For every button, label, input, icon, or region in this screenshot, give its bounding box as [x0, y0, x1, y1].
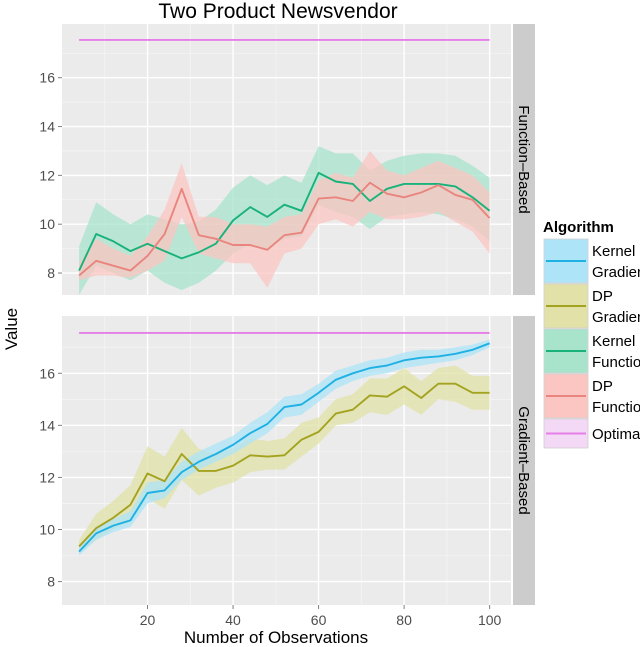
legend-label-line1: Optimal [592, 426, 640, 443]
legend-item-dp-function: DP Function [543, 373, 640, 419]
y-tick-label: 10 [39, 216, 55, 232]
y-tick-label: 16 [39, 70, 55, 86]
legend-item-kernel-function: Kernel Function [543, 328, 640, 374]
legend-item-optimal: Optimal [543, 418, 640, 449]
x-tick-label: 80 [396, 612, 412, 628]
x-tick-label: 100 [478, 612, 502, 628]
legend-label-line1: Kernel [592, 333, 635, 350]
panel-2: 8 10 12 14 16 Gradient–Based 20 40 60 80 100 [39, 316, 535, 628]
series-line-kernel-gradient [78, 342, 490, 553]
legend-label-line2: Gradient [592, 264, 640, 281]
x-tick-label: 60 [311, 612, 327, 628]
y-tick-label: 14 [39, 119, 55, 135]
series-line-dp-function [78, 181, 491, 277]
legend-label-line2: Function [592, 399, 640, 416]
legend-label-line2: Gradient [592, 309, 640, 326]
legend-label-line1: Kernel [592, 243, 635, 260]
y-tick-label: 8 [47, 574, 55, 590]
y-tick-label: 16 [39, 365, 55, 381]
x-tick-label: 40 [225, 612, 241, 628]
legend: Algorithm Kernel Gradient DP Gradient Kernel F… [543, 219, 640, 449]
chart-title: Two Product Newsvendor [158, 0, 397, 23]
ribbon-dp-function [79, 151, 490, 288]
ribbon-kernel-gradient [79, 339, 490, 556]
facet-strip [513, 24, 535, 295]
facet-strip-label: Gradient–Based [515, 406, 532, 514]
legend-label-line2: Function [592, 354, 640, 371]
facet-strip-label: Function–Based [515, 105, 532, 213]
legend-title: Algorithm [543, 219, 614, 236]
y-tick-label: 14 [39, 417, 55, 433]
y-axis-label: Value [2, 308, 21, 350]
series-line-kernel-function [78, 171, 491, 272]
y-tick-label: 8 [47, 265, 55, 281]
y-tick-label: 12 [39, 167, 55, 183]
y-tick-label: 10 [39, 521, 55, 537]
facet-strip [513, 316, 535, 605]
legend-label-line1: DP [592, 288, 613, 305]
legend-label-line1: DP [592, 378, 613, 395]
facet-panels: 8 10 12 14 16 Function–Based 8 10 12 14 16 Gradient… [39, 24, 535, 628]
x-tick-label: 20 [140, 612, 156, 628]
ribbon-dp-gradient [79, 365, 490, 553]
x-axis-label: Number of Observations [184, 628, 368, 647]
panel-1: 8 10 12 14 16 Function–Based [39, 24, 535, 295]
legend-item-kernel-gradient: Kernel Gradient [543, 238, 640, 284]
y-tick-label: 12 [39, 469, 55, 485]
legend-item-dp-gradient: DP Gradient [543, 283, 640, 329]
series-line-dp-gradient [78, 382, 490, 548]
